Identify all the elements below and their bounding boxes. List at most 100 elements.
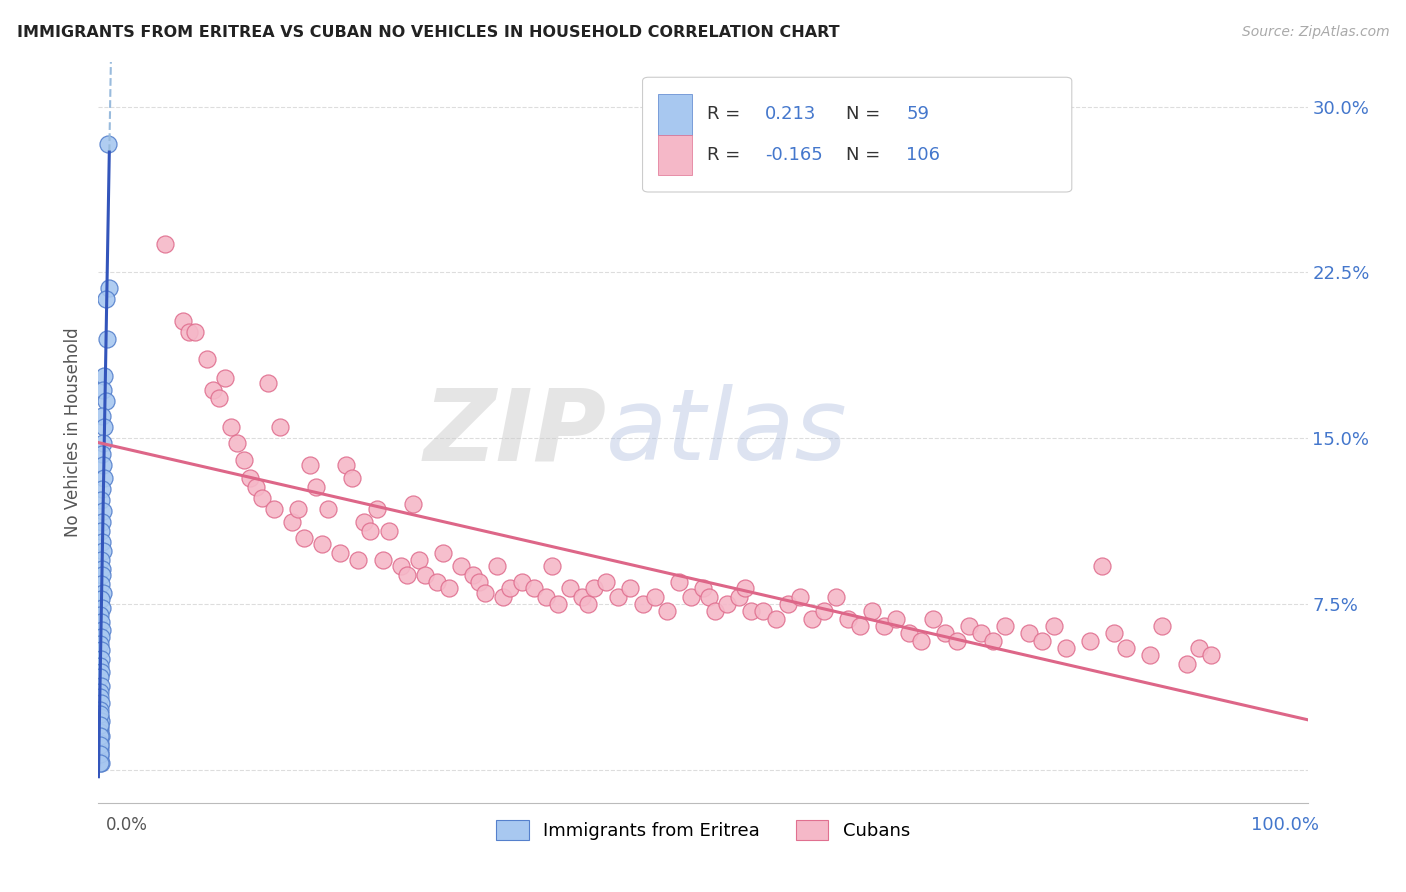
Point xyxy=(789,591,811,605)
Point xyxy=(89,730,111,744)
Point xyxy=(89,709,111,723)
Point xyxy=(860,603,883,617)
Point xyxy=(371,552,394,566)
Point xyxy=(94,393,117,408)
Point xyxy=(377,524,399,538)
Point xyxy=(886,612,908,626)
Point xyxy=(740,603,762,617)
Point xyxy=(90,756,112,770)
Point xyxy=(256,376,278,390)
Point xyxy=(89,670,111,684)
Point xyxy=(873,619,896,633)
Point xyxy=(89,725,111,739)
Point xyxy=(432,546,454,560)
FancyBboxPatch shape xyxy=(658,94,692,135)
Point xyxy=(250,491,273,505)
Point xyxy=(287,501,309,516)
Point xyxy=(1018,625,1040,640)
Point xyxy=(360,524,382,538)
Point xyxy=(91,447,114,461)
Point xyxy=(93,420,115,434)
Point xyxy=(90,730,112,744)
Point xyxy=(395,568,418,582)
Point xyxy=(91,601,114,615)
Point xyxy=(752,603,775,617)
Point xyxy=(1042,619,1064,633)
Text: 59: 59 xyxy=(905,105,929,123)
Point xyxy=(1139,648,1161,662)
Point xyxy=(89,658,111,673)
Point xyxy=(96,332,118,346)
Point xyxy=(90,714,112,728)
Point xyxy=(90,643,112,657)
Point xyxy=(583,582,606,596)
Point xyxy=(89,747,111,761)
Point xyxy=(97,137,120,152)
Point xyxy=(90,630,112,644)
Point xyxy=(734,582,756,596)
Point xyxy=(1199,648,1222,662)
Point xyxy=(1091,559,1114,574)
Point xyxy=(89,740,111,755)
Text: 0.0%: 0.0% xyxy=(105,816,148,834)
Point xyxy=(576,597,599,611)
Point xyxy=(89,745,111,759)
Point xyxy=(91,568,114,582)
Point xyxy=(765,612,787,626)
Point xyxy=(1188,641,1211,656)
Point xyxy=(153,236,176,251)
Point xyxy=(1031,634,1053,648)
Point xyxy=(91,383,114,397)
Point xyxy=(1054,641,1077,656)
Point xyxy=(335,458,357,472)
Point xyxy=(619,582,641,596)
Point xyxy=(214,371,236,385)
Point xyxy=(437,582,460,596)
Point xyxy=(655,603,678,617)
Point xyxy=(1078,634,1101,648)
Point xyxy=(342,471,364,485)
Point xyxy=(408,552,430,566)
Point xyxy=(1102,625,1125,640)
Point xyxy=(825,591,848,605)
Point xyxy=(910,634,932,648)
Point xyxy=(90,592,112,607)
Point xyxy=(498,582,520,596)
Point xyxy=(179,325,201,339)
Point xyxy=(91,504,114,518)
Legend: Immigrants from Eritrea, Cubans: Immigrants from Eritrea, Cubans xyxy=(486,812,920,849)
Point xyxy=(571,591,593,605)
Point xyxy=(813,603,835,617)
Point xyxy=(245,480,267,494)
Point xyxy=(534,591,557,605)
Point xyxy=(426,574,449,589)
Point xyxy=(474,586,496,600)
Point xyxy=(776,597,799,611)
Point xyxy=(232,453,254,467)
Point xyxy=(934,625,956,640)
Point xyxy=(595,574,617,589)
Point xyxy=(91,458,114,472)
Point xyxy=(837,612,859,626)
Text: 0.213: 0.213 xyxy=(765,105,815,123)
Point xyxy=(89,721,111,735)
Point xyxy=(994,619,1017,633)
Point xyxy=(347,552,370,566)
Point xyxy=(93,471,115,485)
Point xyxy=(921,612,943,626)
Point xyxy=(263,501,285,516)
Point xyxy=(90,679,112,693)
Point xyxy=(184,325,207,339)
Point xyxy=(172,314,194,328)
Point xyxy=(311,537,333,551)
Point xyxy=(413,568,436,582)
Point xyxy=(89,739,111,753)
Point xyxy=(91,624,114,638)
Point xyxy=(849,619,872,633)
Point xyxy=(281,515,304,529)
Point xyxy=(89,749,111,764)
Point xyxy=(402,498,425,512)
Text: IMMIGRANTS FROM ERITREA VS CUBAN NO VEHICLES IN HOUSEHOLD CORRELATION CHART: IMMIGRANTS FROM ERITREA VS CUBAN NO VEHI… xyxy=(17,25,839,40)
Point xyxy=(523,582,546,596)
Point xyxy=(89,637,111,651)
